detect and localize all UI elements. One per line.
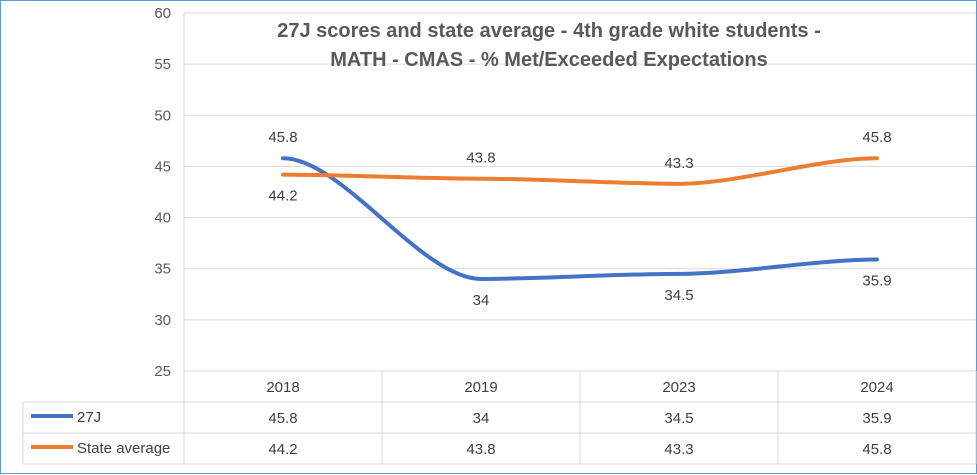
legend-entry: 27J [77, 409, 101, 426]
y-axis: 25 30 35 40 45 50 55 60 [154, 5, 171, 380]
data-label-3: 45.8 [862, 129, 891, 146]
chart-title: 27J scores and state average - 4th grade… [277, 20, 821, 42]
data-label-2: 43.3 [664, 155, 693, 172]
data-label-1: 43.8 [466, 150, 495, 167]
data-table: 2018 2019 2023 2024 27J 45.8 34 34.5 35.9 State a… [22, 13, 977, 465]
table-cell-value: 35.9 [862, 410, 891, 427]
table-cell-value: 45.8 [862, 441, 891, 458]
data-labels: 45.8 44.2 34 43.8 34.5 43.3 35.9 45.8 [268, 129, 891, 309]
table-cell-value: 34.5 [664, 410, 693, 427]
series-line-0 [281, 156, 879, 281]
table-cell-value: 44.2 [268, 441, 297, 458]
y-tick-label: 30 [154, 312, 171, 329]
data-label-2: 34.5 [664, 287, 693, 304]
table-cell-value: 45.8 [268, 410, 297, 427]
y-tick-label: 35 [154, 261, 171, 278]
x-category-label: 2024 [860, 379, 893, 396]
series-line-1 [281, 156, 879, 186]
y-tick-label: 40 [154, 210, 171, 227]
data-label-1: 34 [473, 292, 490, 309]
y-tick-label: 60 [154, 5, 171, 22]
chart-subtitle: MATH - CMAS - % Met/Exceeded Expectation… [330, 49, 767, 71]
table-cell-value: 43.3 [664, 441, 693, 458]
data-label-0: 44.2 [268, 188, 297, 205]
table-cell-value: 43.8 [466, 441, 495, 458]
y-tick-label: 50 [154, 107, 171, 124]
y-tick-label: 25 [154, 363, 171, 380]
y-tick-label: 55 [154, 56, 171, 73]
table-cell-value: 34 [473, 410, 490, 427]
x-category-label: 2023 [662, 379, 695, 396]
data-label-3: 35.9 [862, 273, 891, 290]
series-lines [281, 156, 879, 281]
data-label-0: 45.8 [268, 129, 297, 146]
x-category-label: 2018 [266, 379, 299, 396]
y-tick-label: 45 [154, 158, 171, 175]
legend-entry: State average [77, 440, 170, 457]
x-category-label: 2019 [464, 379, 497, 396]
